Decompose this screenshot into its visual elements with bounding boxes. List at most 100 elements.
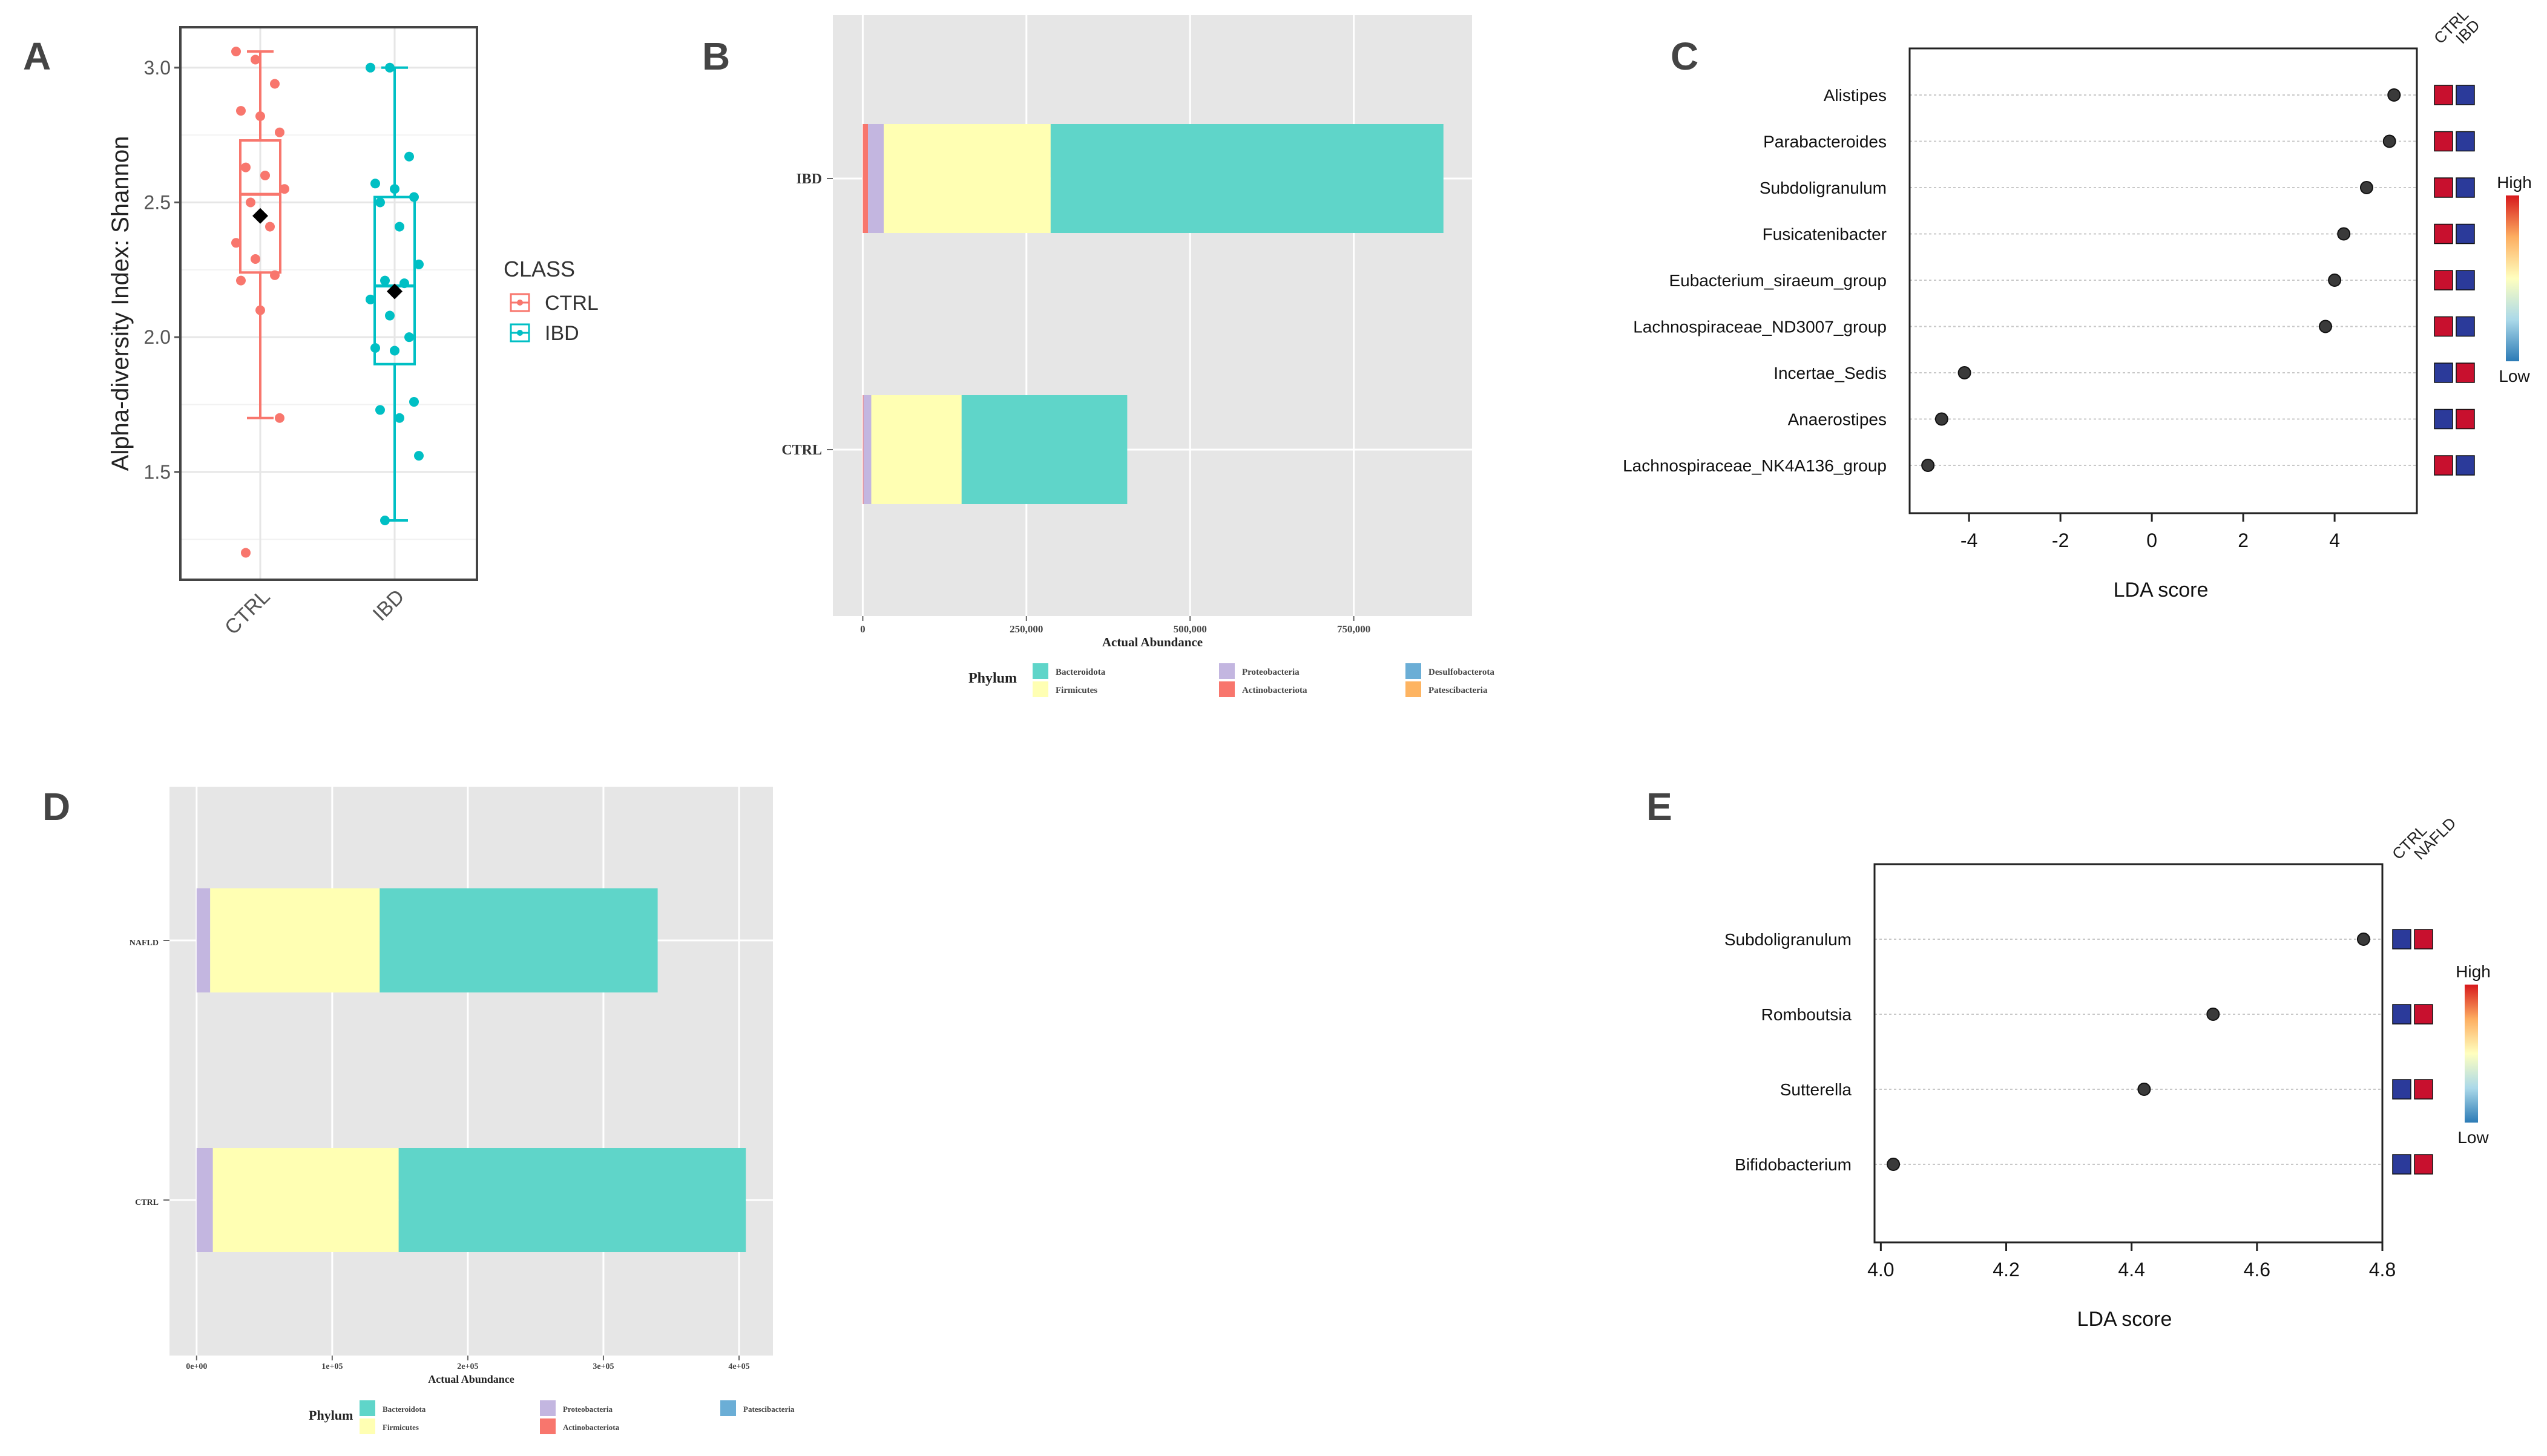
data-point xyxy=(275,413,284,423)
lda-point xyxy=(2359,181,2373,194)
data-point xyxy=(246,197,255,208)
abundance-cell xyxy=(2434,270,2453,290)
x-tick-label: 500,000 xyxy=(1174,623,1207,635)
lda-point xyxy=(1887,1158,1901,1171)
data-point xyxy=(395,221,404,232)
box-CTRL xyxy=(239,139,281,274)
x-tick-label: 4.8 xyxy=(2369,1259,2396,1281)
bar-IBD-Proteobacteria xyxy=(868,124,884,233)
bar-IBD-Actinobacteriota xyxy=(863,124,869,233)
data-point xyxy=(236,275,246,286)
data-point xyxy=(270,79,280,89)
x-tick-label: 0 xyxy=(2146,530,2157,551)
data-point xyxy=(399,278,409,289)
y-tick-label: 3.0 xyxy=(144,57,171,79)
y-tick-label: 2.5 xyxy=(144,191,171,213)
x-tick-label: 4e+05 xyxy=(728,1362,749,1371)
data-point xyxy=(385,62,395,73)
data-point xyxy=(275,127,284,137)
bar-NAFLD-Firmicutes xyxy=(210,888,380,992)
legend-label: Bacteroidota xyxy=(383,1405,426,1414)
lda-point xyxy=(2319,320,2333,333)
abundance-cell xyxy=(2456,316,2475,337)
data-point xyxy=(280,184,289,194)
feature-label: Parabacteroides xyxy=(1763,133,1887,151)
legend-label: CTRL xyxy=(545,292,599,315)
x-tick-label: 750,000 xyxy=(1337,623,1370,635)
plot-area xyxy=(180,27,477,580)
y-tick-label: 1.5 xyxy=(144,461,171,483)
box-IBD xyxy=(373,195,416,366)
colorbar-low-label: Low xyxy=(2457,1128,2489,1147)
legend-swatch xyxy=(1219,681,1235,697)
feature-label: Subdoligranulum xyxy=(1724,930,1852,949)
abundance-cell xyxy=(2392,1079,2411,1100)
legend-swatch xyxy=(1219,663,1235,679)
abundance-cell xyxy=(2434,85,2453,105)
x-tick-label: 250,000 xyxy=(1010,623,1043,635)
x-axis-label: LDA score xyxy=(2077,1308,2172,1331)
bar-CTRL-Bacteroidota xyxy=(961,395,1128,504)
colorbar xyxy=(2506,195,2519,361)
data-point xyxy=(265,221,275,232)
colorbar xyxy=(2465,985,2478,1123)
panel-d-stacked-bar: NAFLD CTRL 0e+00 1e+05 2e+05 3e+05 4e+05 Actual… xyxy=(130,787,795,1434)
data-point xyxy=(236,106,246,116)
data-point xyxy=(375,197,385,208)
abundance-cell xyxy=(2456,223,2475,244)
y-tick-label: 2.0 xyxy=(144,326,171,348)
feature-label: Lachnospiraceae_ND3007_group xyxy=(1633,318,1887,336)
x-tick-label: 0e+00 xyxy=(186,1362,207,1371)
data-point xyxy=(404,151,414,162)
data-point xyxy=(260,170,270,180)
legend-swatch xyxy=(1033,681,1048,697)
data-point xyxy=(241,162,251,172)
y-axis-label: Alpha-diversity Index: Shannon xyxy=(107,136,134,471)
panel-label-C: C xyxy=(1671,34,1698,78)
bar-CTRL-Firmicutes xyxy=(212,1148,399,1252)
x-tick-label: 2 xyxy=(2238,530,2249,551)
y-tick-label: CTRL xyxy=(781,442,822,458)
panel-b-stacked-bar: IBD CTRL 0 250,000 500,000 750,000 Actual Abun… xyxy=(781,15,1494,697)
legend-swatch xyxy=(1405,663,1421,679)
legend-swatch xyxy=(720,1400,736,1416)
y-tick-label: NAFLD xyxy=(130,939,159,948)
x-tick-label: 4 xyxy=(2329,530,2340,551)
lda-point xyxy=(2137,1083,2151,1096)
bar-CTRL-Proteobacteria xyxy=(196,1148,213,1252)
panel-e-lda-plot: Subdoligranulum Romboutsia Sutterella Bifid… xyxy=(1724,814,2491,1331)
abundance-cell xyxy=(2434,316,2453,337)
panel-label-E: E xyxy=(1646,785,1672,828)
feature-label: Fusicatenibacter xyxy=(1763,225,1887,244)
data-point xyxy=(409,192,419,202)
plot-frame xyxy=(1908,47,2418,514)
data-point xyxy=(366,294,375,304)
legend-label: Bacteroidota xyxy=(1056,667,1106,677)
legend-swatch xyxy=(540,1418,556,1434)
x-tick-label: 4.0 xyxy=(1867,1259,1894,1281)
feature-label: Alistipes xyxy=(1824,86,1887,105)
legend-label: Actinobacteriota xyxy=(563,1423,620,1432)
x-tick-label: 1e+05 xyxy=(321,1362,343,1371)
panel-label-A: A xyxy=(23,34,51,78)
plot-area xyxy=(1875,864,2382,1242)
legend-swatch xyxy=(360,1400,375,1416)
legend-label: Patescibacteria xyxy=(743,1405,795,1414)
abundance-cell xyxy=(2434,131,2453,152)
feature-label: Anaerostipes xyxy=(1788,410,1887,429)
lda-point xyxy=(2206,1008,2220,1021)
abundance-cell xyxy=(2456,455,2475,476)
x-tick-label: CTRL xyxy=(220,585,275,640)
feature-label: Incertae_Sedis xyxy=(1773,364,1887,382)
abundance-cell xyxy=(2414,1004,2433,1025)
data-point xyxy=(255,111,265,121)
data-point xyxy=(375,405,385,415)
abundance-cell xyxy=(2392,929,2411,949)
legend-key-dot xyxy=(517,300,523,306)
abundance-cell xyxy=(2434,177,2453,198)
data-point xyxy=(390,184,399,194)
mean-marker xyxy=(252,208,268,224)
data-point xyxy=(380,275,390,286)
feature-label: Sutterella xyxy=(1780,1080,1852,1099)
legend-label: Proteobacteria xyxy=(1242,667,1300,677)
